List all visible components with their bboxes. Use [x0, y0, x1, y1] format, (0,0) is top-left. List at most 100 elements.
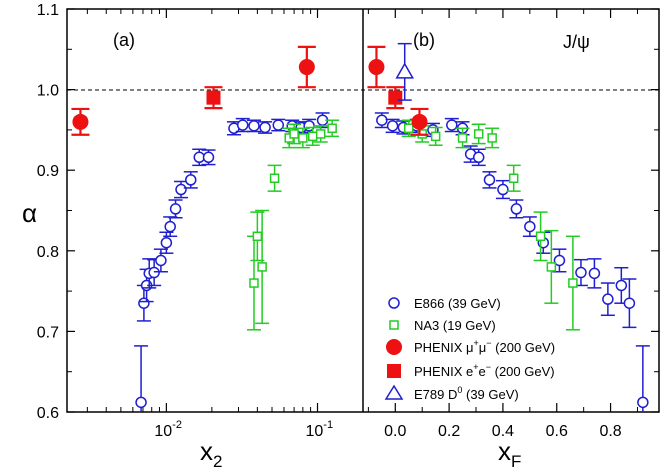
data-point-e866 [155, 254, 167, 267]
data-point-na3 [457, 133, 468, 143]
data-point-e866 [160, 236, 173, 249]
legend-marker-ee [387, 364, 401, 378]
legend-marker-e789 [384, 384, 404, 400]
panel-marks-1 [367, 42, 650, 412]
data-point-phenix-ee [206, 90, 221, 105]
data-point-e866 [623, 297, 636, 309]
legend-mumu-prefix: PHENIX μ [414, 340, 474, 355]
data-point-na3 [298, 133, 308, 143]
data-point-phenix-ee [388, 90, 403, 105]
x-tick-label-a: 10-2 [154, 419, 182, 440]
data-point-e866 [615, 279, 628, 292]
data-point-phenix-mumu [298, 59, 315, 76]
y-tick-label: 1.0 [37, 83, 59, 100]
x-tick-label-b: 0.4 [492, 423, 514, 440]
data-point-e866 [148, 266, 160, 279]
legend-label-ee: PHENIX e+e− (200 GeV) [414, 362, 555, 379]
legend-ee-prefix: PHENIX e [414, 364, 473, 379]
data-point-e866 [272, 119, 285, 131]
legend-e789-prefix: E789 D [414, 387, 457, 402]
data-point-e866 [510, 203, 523, 215]
legend-label-mumu: PHENIX μ+μ− (200 GeV) [414, 338, 555, 355]
data-point-e866 [138, 297, 150, 309]
data-point-e866 [524, 220, 536, 233]
data-point-na3 [487, 133, 497, 143]
legend-mumu-suffix: (200 GeV) [492, 340, 556, 355]
data-point-e866 [164, 220, 176, 233]
legend-marker-mumu [386, 339, 402, 355]
data-point-na3 [508, 173, 519, 184]
annotation-jpsi: J/ψ [563, 32, 590, 52]
data-point-e866 [135, 396, 147, 409]
data-point-na3 [568, 278, 578, 288]
data-point-e866 [386, 120, 399, 132]
panel-label-a: (a) [113, 30, 135, 50]
x-tick-label-b: 0.8 [599, 423, 621, 440]
legend-e789-suffix: (39 GeV) [462, 387, 518, 402]
data-point-e866 [193, 151, 205, 164]
legend-ee-sup1: + [473, 362, 478, 372]
x-tick-label-a: 10-1 [306, 419, 334, 440]
data-point-na3 [430, 131, 441, 142]
legend-entry-na3: NA3 (19 GeV) [389, 318, 496, 333]
data-point-e866 [588, 267, 601, 280]
data-point-e866 [483, 174, 496, 186]
data-point-phenix-mumu [72, 113, 89, 130]
data-point-phenix-mumu [368, 59, 385, 76]
data-point-e866 [175, 183, 187, 196]
data-point-na3 [535, 231, 546, 242]
x-axis-label-b: xF [498, 436, 521, 470]
x-axis-label-a: x2 [200, 436, 222, 470]
legend-entry-e789: E789 D0 (39 GeV) [384, 384, 519, 402]
data-point-e866 [472, 151, 485, 164]
data-point-na3 [257, 262, 267, 272]
data-point-na3 [289, 129, 299, 139]
legend-marker-e866 [388, 297, 400, 309]
legend-ee-sup2: − [486, 362, 491, 372]
data-point-na3 [403, 123, 414, 134]
legend-mumu-mid: μ [479, 340, 487, 355]
data-point-e866 [376, 114, 388, 126]
data-point-e866 [236, 119, 249, 131]
data-point-na3 [249, 278, 259, 288]
legend-mumu-sup1: + [474, 338, 479, 348]
legend-ee-suffix: (200 GeV) [491, 364, 555, 379]
x-axis-label-b-sub: F [511, 452, 521, 470]
y-tick-label: 0.8 [37, 244, 59, 261]
data-point-na3 [315, 129, 326, 139]
y-axis: 0.6 0.7 0.8 0.9 1.0 1.1 [37, 2, 659, 422]
data-point-e866 [202, 151, 215, 164]
legend-mumu-sup2: − [486, 338, 491, 348]
x-tick-label-b: 0.2 [438, 423, 460, 440]
x-axis-label-a-sub: 2 [213, 452, 222, 470]
x-tick-label-b: 0.6 [546, 423, 568, 440]
y-tick-label: 0.9 [37, 163, 59, 180]
legend-marker-na3 [389, 320, 399, 330]
data-point-e866 [259, 121, 271, 134]
legend-label-e866: E866 (39 GeV) [414, 296, 501, 311]
x-tick-label-b: 0.0 [384, 423, 406, 440]
data-point-e866 [602, 293, 614, 305]
y-axis-label: α [22, 198, 37, 228]
legend-e789-sup1: 0 [457, 385, 462, 395]
y-tick-label: 1.1 [37, 2, 59, 19]
data-point-e866 [497, 183, 509, 196]
data-point-e866 [637, 396, 649, 409]
legend-ee-mid: e [479, 364, 486, 379]
y-tick-label: 0.6 [37, 405, 59, 422]
x-axis-label-a-main: x [200, 436, 213, 466]
data-point-na3 [546, 262, 557, 272]
data-point-na3 [252, 231, 263, 242]
x-axis-a: 10-2 10-1 [86, 9, 334, 440]
data-point-e866 [575, 266, 587, 279]
data-point-na3 [473, 129, 484, 139]
data-point-e866 [553, 254, 566, 267]
data-point-e789 [395, 62, 415, 79]
legend-entry-e866: E866 (39 GeV) [388, 296, 501, 311]
data-point-na3 [307, 131, 318, 142]
data-point-e866 [248, 120, 260, 132]
panel-label-b: (b) [413, 30, 435, 50]
y-tick-label: 0.7 [37, 324, 59, 341]
data-point-e866 [446, 119, 458, 131]
